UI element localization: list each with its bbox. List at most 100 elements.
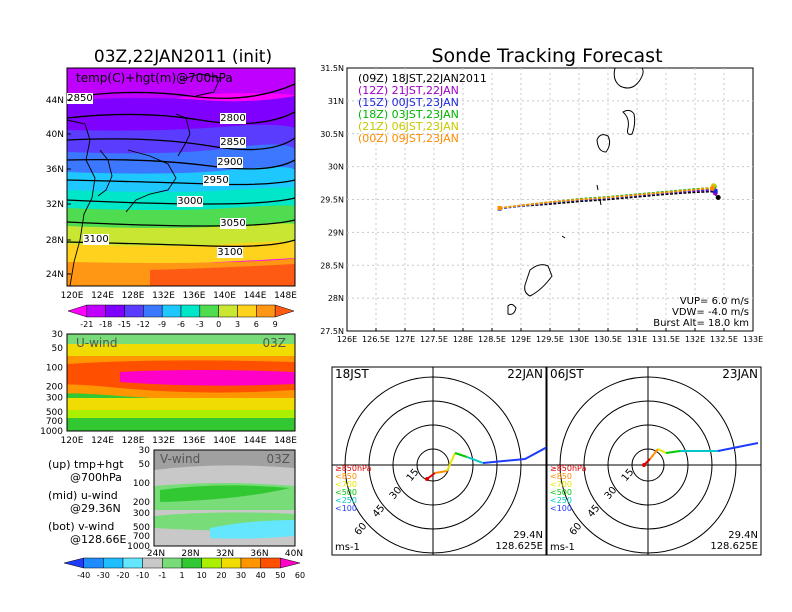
- hodo-date: 22JAN: [507, 367, 543, 381]
- temp-colorbar-swatch: [143, 304, 163, 318]
- uwind-field: [67, 334, 295, 431]
- hodo-inner: [547, 367, 761, 555]
- hodo-trace: [466, 456, 484, 464]
- contour-label: 3100: [83, 234, 108, 245]
- track-series: [497, 183, 721, 211]
- wind-colorbar-label: -30: [97, 571, 110, 580]
- contour-label: 2950: [203, 175, 228, 186]
- track-start-point: [497, 206, 502, 211]
- left-title: 03Z,22JAN2011 (init): [94, 47, 272, 67]
- contour-label-bg: [83, 234, 109, 245]
- pressure-tick-label: 700: [133, 532, 150, 542]
- wind-colorbar-label: 30: [236, 571, 246, 580]
- note-mid-b: @29.36N: [70, 502, 121, 515]
- temp-colorbar-label: 6: [254, 320, 259, 329]
- uwind-lon-tick-label: 132E: [152, 436, 175, 446]
- hodo-level-label: ≥850hPa: [550, 464, 587, 473]
- hodo-trace: [454, 452, 468, 458]
- hodo-level-label: <500: [335, 488, 357, 497]
- wind-colorbar-swatch: [122, 557, 143, 569]
- track-x-tick-label: 131E: [627, 335, 647, 344]
- wind-colorbar-label: 60: [295, 571, 305, 580]
- wind-colorbar-swatch: [201, 557, 222, 569]
- hodograph-left: 18JST 22JAN15304560≥850hPa<850<700<500<25…: [331, 366, 547, 556]
- track-x-tick-label: 132.5E: [710, 335, 738, 344]
- hodo-level-label: <700: [550, 480, 572, 489]
- track-legend-entry: (12Z) 21JST,22JAN: [358, 84, 459, 97]
- note-bot-b: @128.66E: [70, 533, 126, 546]
- hodo-trace: [665, 450, 681, 454]
- track-legend-entry: (09Z) 18JST,22JAN2011: [358, 72, 487, 85]
- map-lon-tick-label: 144E: [244, 291, 267, 301]
- temp-colorbar-swatch: [161, 304, 182, 318]
- map-lat-tick-label: 40N: [46, 130, 64, 140]
- track-y-tick-label: 30.5N: [320, 130, 344, 139]
- contour-label-bg: [177, 196, 203, 207]
- contour-label: 2800: [220, 113, 245, 124]
- uwind-lon-tick-label: 144E: [244, 436, 267, 446]
- temp-colorbar-swatch: [86, 304, 106, 318]
- map-lat-ticks: 44N 40N 36N 32N 28N 24N: [46, 96, 71, 280]
- contour-label: 3000: [177, 196, 202, 207]
- vwind-lat-tick-label: 24N: [147, 549, 165, 559]
- pressure-tick-label: 30: [52, 330, 64, 340]
- map-lon-tick-label: 120E: [61, 291, 84, 301]
- pressure-tick-label: 50: [139, 460, 151, 470]
- wind-colorbar-label: -20: [116, 571, 129, 580]
- vwind-frame: [153, 449, 296, 547]
- wind-colorbar-label: 1: [179, 571, 184, 580]
- hodo-date: 23JAN: [722, 367, 758, 381]
- track-y-tick-label: 29N: [328, 228, 344, 237]
- hodo-start: [642, 463, 646, 467]
- track-legend-entry: (21Z) 06JST,23JAN: [358, 120, 459, 133]
- temp-colorbar-swatch: [105, 304, 125, 318]
- temp-colorbar-label: -3: [196, 320, 204, 329]
- panel-notes: (up) tmp+hgt @700hPa (mid) u-wind @29.36…: [48, 458, 126, 546]
- wind-colorbar-swatch: [162, 557, 183, 569]
- temp-colorbar-swatch: [124, 304, 144, 318]
- contour-label: 3100: [217, 247, 242, 258]
- vwind-lat-ticks: 24N 28N 32N 36N 40N: [147, 549, 303, 559]
- track-legend-entry: (15Z) 00JST,23JAN: [358, 96, 459, 109]
- wind-colorbar-swatch: [221, 557, 242, 569]
- pressure-tick-label: 1000: [40, 427, 63, 437]
- uwind-lon-tick-label: 124E: [91, 436, 114, 446]
- wind-colorbar-label: 50: [275, 571, 285, 580]
- hodo-start: [425, 477, 429, 481]
- wind-colorbar-label: -10: [136, 571, 149, 580]
- contour-label: 2900: [217, 157, 242, 168]
- hodo-level-label: <100: [550, 504, 572, 513]
- temp-colorbar-label: -9: [158, 320, 166, 329]
- track-y-tick-label: 29.5N: [320, 196, 344, 205]
- note-bot-a: (bot) v-wind: [48, 520, 114, 533]
- contour-label-bg: [67, 93, 93, 104]
- uwind-frame: [66, 333, 296, 432]
- hodo-lat: 29.4N: [728, 530, 758, 541]
- hodo-time: 06JST: [550, 367, 584, 381]
- note-mid-a: (mid) u-wind: [48, 489, 118, 502]
- pressure-tick-label: 300: [46, 394, 63, 404]
- temp-colorbar-label: -15: [118, 320, 131, 329]
- track-end-point: [715, 195, 721, 201]
- pressure-tick-label: 200: [133, 498, 150, 508]
- contour-label-bg: [217, 157, 243, 168]
- hodo-lon: 128.625E: [710, 541, 758, 552]
- temp-colorbar-swatch: [274, 304, 295, 318]
- temp-colorbar-label: -6: [177, 320, 185, 329]
- hodo-lon: 128.625E: [495, 541, 543, 552]
- map-lon-tick-label: 132E: [152, 291, 175, 301]
- hodo-trace: [482, 446, 546, 464]
- pressure-tick-label: 500: [133, 523, 150, 533]
- temp-colorbar-label: -21: [80, 320, 93, 329]
- wind-colorbar-label: 20: [216, 571, 226, 580]
- uwind-lon-tick-label: 136E: [183, 436, 206, 446]
- hodo-level-label: <850: [550, 472, 572, 481]
- wind-colorbar-swatch: [63, 557, 84, 569]
- hodo-trace: [434, 470, 448, 474]
- map-lon-tick-label: 128E: [122, 291, 145, 301]
- vwind-field: [154, 450, 295, 546]
- uwind-lon-ticks: 120E 124E 128E 132E 136E 140E 144E 148E: [61, 436, 298, 446]
